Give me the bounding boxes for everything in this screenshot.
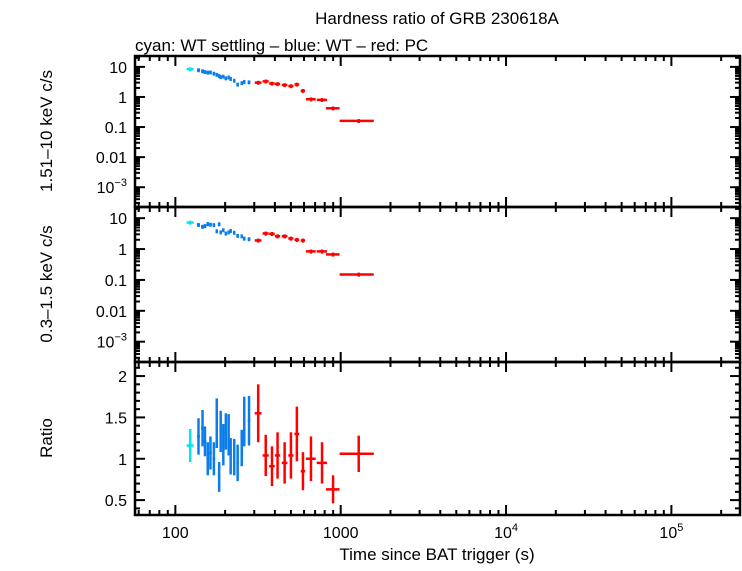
y-tick-label-soft: 0.01 bbox=[96, 304, 127, 321]
chart-title: Hardness ratio of GRB 230618A bbox=[315, 9, 559, 28]
x-tick-label: 1000 bbox=[323, 525, 359, 542]
y-tick-label-soft: 0.1 bbox=[105, 273, 127, 290]
x-axis-label: Time since BAT trigger (s) bbox=[339, 545, 534, 564]
y-axis-label-ratio: Ratio bbox=[37, 418, 56, 458]
y-tick-label-soft: 10 bbox=[109, 211, 127, 228]
panel-frame-soft bbox=[133, 205, 742, 364]
y-tick-label-ratio: 0.5 bbox=[105, 493, 127, 510]
panel-frame-ratio bbox=[133, 360, 742, 517]
y-tick-label-ratio: 2 bbox=[118, 369, 127, 386]
y-axis-label-hard: 1.51–10 keV c/s bbox=[37, 70, 56, 192]
y-tick-label-ratio: 1.5 bbox=[105, 410, 127, 427]
y-axis-label-soft: 0.3–1.5 keV c/s bbox=[37, 225, 56, 342]
y-tick-label-hard: 0.01 bbox=[96, 150, 127, 167]
x-tick-label: 100 bbox=[162, 525, 189, 542]
x-tick-label: 105 bbox=[659, 522, 683, 542]
y-tick-label-soft: 10−3 bbox=[97, 332, 127, 352]
y-tick-label-hard: 0.1 bbox=[105, 120, 127, 137]
y-tick-label-soft: 1 bbox=[118, 242, 127, 259]
y-tick-label-hard: 1 bbox=[118, 90, 127, 107]
y-tick-label-hard: 10−3 bbox=[97, 177, 127, 197]
y-tick-label-hard: 10 bbox=[109, 60, 127, 77]
chart-subtitle: cyan: WT settling – blue: WT – red: PC bbox=[135, 36, 428, 55]
y-tick-label-ratio: 1 bbox=[118, 452, 127, 469]
x-tick-label: 104 bbox=[494, 522, 518, 542]
